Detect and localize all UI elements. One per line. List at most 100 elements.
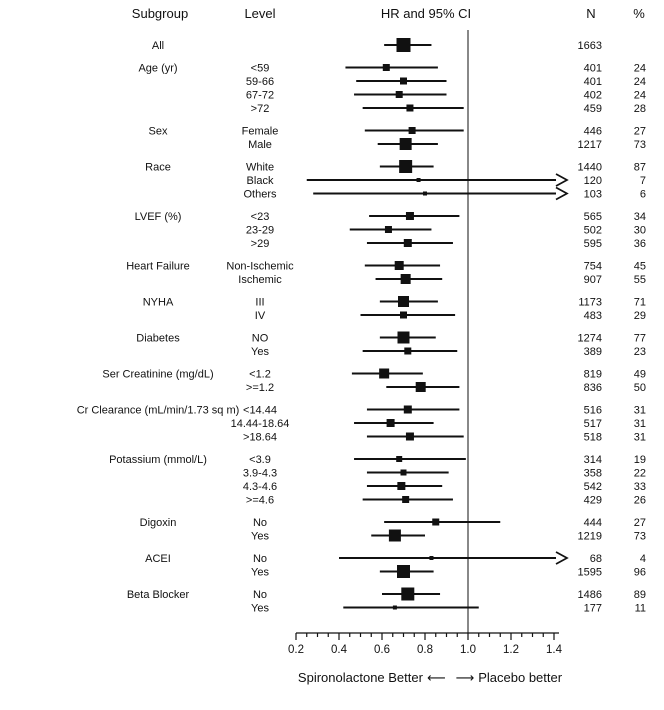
hr-point-estimate <box>397 482 406 490</box>
pct-value: 45 <box>634 261 646 273</box>
n-value: 120 <box>584 175 602 187</box>
hr-point-estimate <box>429 556 434 560</box>
n-value: 444 <box>584 517 602 529</box>
hr-point-estimate <box>396 456 403 462</box>
pct-value: 33 <box>634 481 646 493</box>
ci-right-arrow-icon <box>555 186 569 201</box>
hr-point-estimate <box>397 565 410 578</box>
pct-value: 24 <box>634 63 646 75</box>
n-value: 1440 <box>578 162 602 174</box>
hr-point-estimate <box>400 469 407 476</box>
n-value: 459 <box>584 103 602 115</box>
n-value: 1663 <box>578 40 602 52</box>
hr-point-estimate <box>384 226 392 233</box>
pct-value: 11 <box>635 603 646 615</box>
level-label: >=1.2 <box>246 382 274 394</box>
n-value: 401 <box>584 63 602 75</box>
level-label: Yes <box>251 531 269 543</box>
n-value: 68 <box>590 553 602 565</box>
caption-right-label: Placebo better <box>478 670 563 685</box>
n-value: 595 <box>584 238 602 250</box>
column-header-n: N <box>586 6 596 21</box>
hr-point-estimate <box>403 239 412 247</box>
n-value: 1274 <box>578 333 602 345</box>
hr-point-estimate <box>392 605 397 610</box>
ci-right-arrow-icon <box>555 551 569 565</box>
column-header-pct: % <box>633 6 645 21</box>
pct-value: 7 <box>640 175 646 187</box>
level-label: Yes <box>251 567 269 579</box>
pct-value: 19 <box>634 454 646 466</box>
hr-point-estimate <box>432 518 440 526</box>
n-value: 358 <box>584 468 602 480</box>
subgroup-label: Beta Blocker <box>127 589 190 601</box>
level-label: Yes <box>251 603 269 615</box>
n-value: 518 <box>584 432 602 444</box>
level-label: >18.64 <box>243 432 277 444</box>
x-axis-tick-label: 0.4 <box>331 644 348 656</box>
level-label: Yes <box>251 346 269 358</box>
hr-point-estimate <box>388 529 401 542</box>
level-label: >=4.6 <box>246 495 274 507</box>
n-value: 1595 <box>578 567 602 579</box>
n-value: 1217 <box>578 139 602 151</box>
n-value: 389 <box>584 346 602 358</box>
pct-value: 31 <box>634 405 646 417</box>
subgroup-label: LVEF (%) <box>135 211 182 223</box>
level-label: Male <box>248 139 272 151</box>
pct-value: 96 <box>634 567 646 579</box>
x-axis-tick-label: 1.0 <box>460 644 476 656</box>
level-label: 14.44-18.64 <box>231 418 290 430</box>
pct-value: 29 <box>634 310 646 322</box>
hr-point-estimate <box>399 138 412 150</box>
hr-point-estimate <box>382 64 390 71</box>
hr-point-estimate <box>400 77 407 85</box>
column-header-hr-ci: HR and 95% CI <box>380 6 472 21</box>
hr-point-estimate <box>400 274 411 284</box>
hr-point-estimate <box>415 382 426 392</box>
pct-value: 34 <box>634 211 646 223</box>
level-label: 3.9-4.3 <box>243 468 277 480</box>
x-axis-tick-label: 0.8 <box>417 644 433 656</box>
level-label: NO <box>252 333 269 345</box>
subgroup-label: Ser Creatinine (mg/dL) <box>102 369 213 381</box>
pct-value: 24 <box>634 76 646 88</box>
pct-value: 73 <box>634 139 646 151</box>
level-label: >72 <box>251 103 270 115</box>
column-header-level: Level <box>244 6 276 21</box>
n-value: 836 <box>584 382 602 394</box>
n-value: 1219 <box>578 531 602 543</box>
level-label: >29 <box>251 238 270 250</box>
level-label: Ischemic <box>238 274 282 286</box>
pct-value: 24 <box>634 90 646 102</box>
caption-left-label: Spironolactone Better <box>297 670 423 685</box>
pct-value: 77 <box>634 333 646 345</box>
level-label: <23 <box>251 211 270 223</box>
x-axis-caption: Spironolactone Better ⟵ ⟶ Placebo better <box>196 670 664 686</box>
hr-point-estimate <box>405 432 414 441</box>
pct-value: 30 <box>634 225 646 237</box>
n-value: 516 <box>584 405 602 417</box>
level-label: 4.3-4.6 <box>243 481 277 493</box>
pct-value: 23 <box>634 346 646 358</box>
hr-point-estimate <box>423 191 427 196</box>
ci-right-arrow-icon <box>555 173 569 187</box>
n-value: 483 <box>584 310 602 322</box>
column-header-subgroup: Subgroup <box>131 6 189 21</box>
pct-value: 71 <box>634 297 646 309</box>
subgroup-label: Cr Clearance (mL/min/1.73 sq m) <box>77 405 240 417</box>
hr-point-estimate <box>386 419 395 427</box>
hr-point-estimate <box>408 127 416 134</box>
right-arrow-icon: ⟶ <box>455 670 475 685</box>
n-value: 446 <box>584 126 602 138</box>
pct-value: 22 <box>634 468 646 480</box>
n-value: 402 <box>584 90 602 102</box>
n-value: 1173 <box>578 297 602 309</box>
level-label: Others <box>243 189 277 201</box>
pct-value: 87 <box>634 162 646 174</box>
level-label: 59-66 <box>246 76 274 88</box>
subgroup-label: Potassium (mmol/L) <box>109 454 207 466</box>
x-axis-tick-label: 1.2 <box>503 644 519 656</box>
